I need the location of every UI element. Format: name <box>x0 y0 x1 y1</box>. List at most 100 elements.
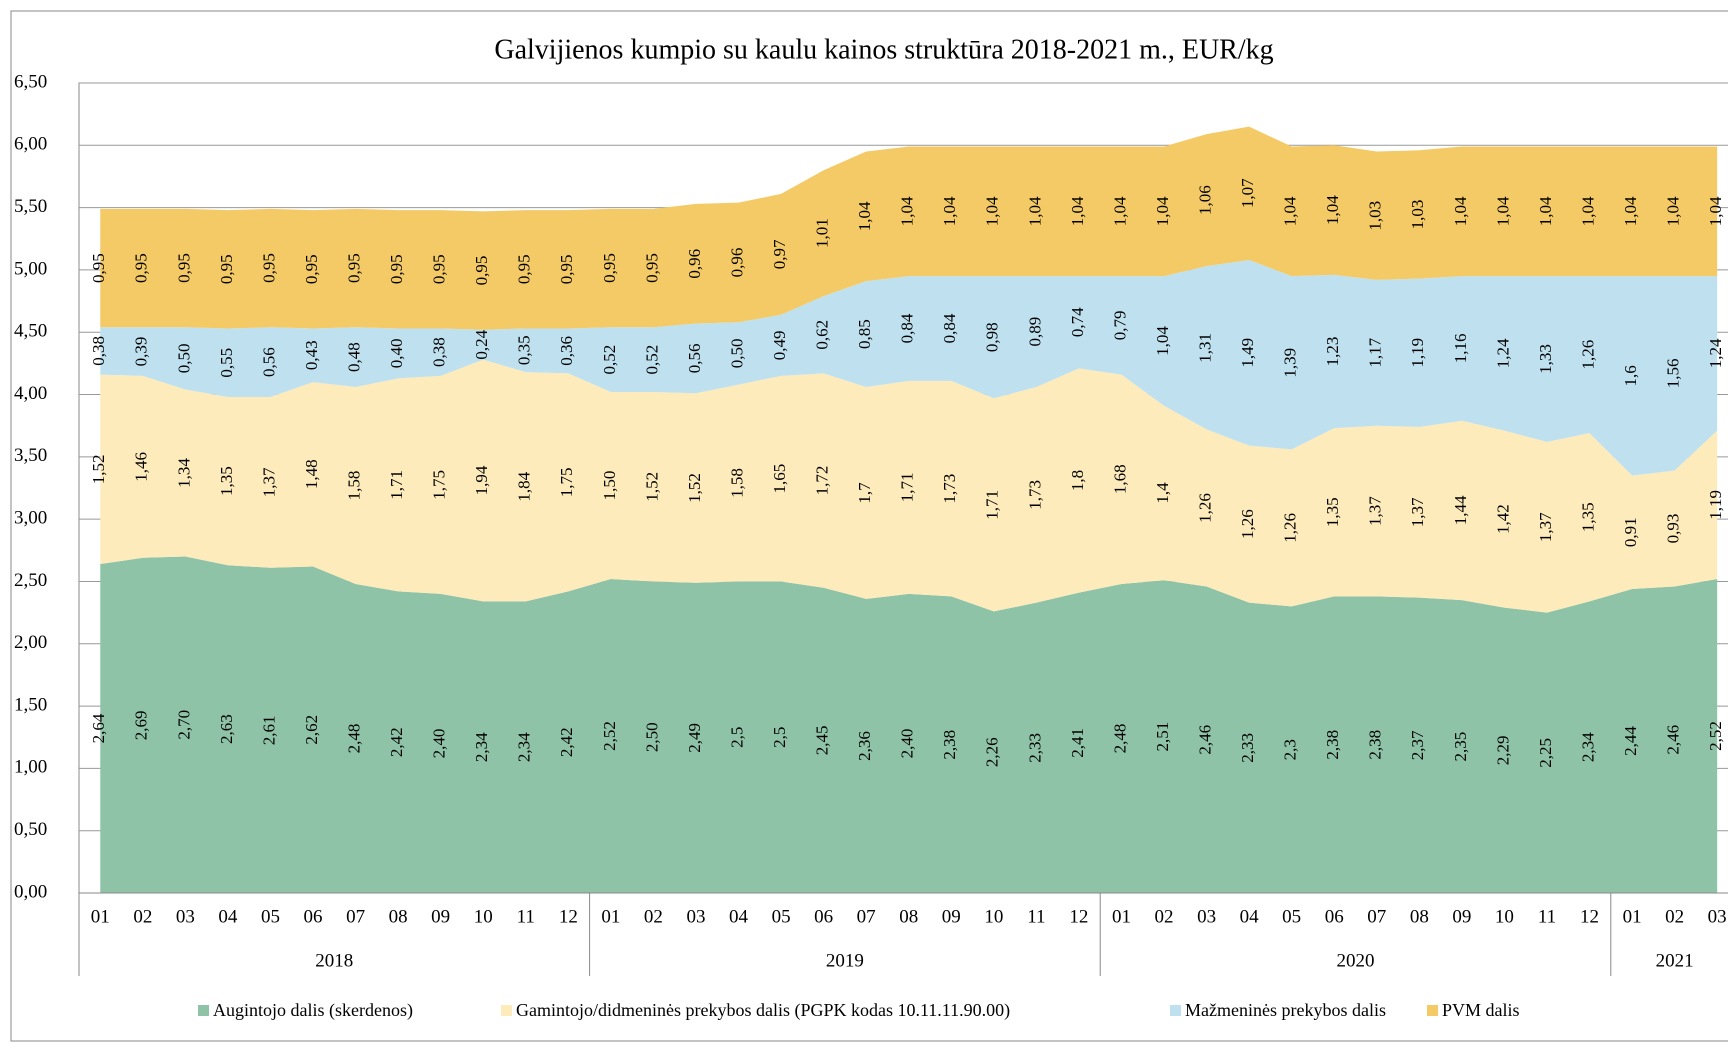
value-label: 1,04 <box>1025 196 1044 226</box>
x-tick-label: 03 <box>686 906 705 927</box>
value-label: 0,97 <box>770 239 789 269</box>
value-label: 0,79 <box>1110 311 1129 341</box>
value-label: 1,35 <box>1323 497 1342 527</box>
value-label: 1,04 <box>1153 196 1172 226</box>
value-label: 0,35 <box>515 335 534 365</box>
value-label: 2,33 <box>1025 733 1044 763</box>
value-label: 0,95 <box>302 254 321 284</box>
value-label: 1,26 <box>1195 493 1214 523</box>
value-label: 1,35 <box>1578 502 1597 532</box>
x-tick-label: 06 <box>304 906 323 927</box>
value-label: 2,63 <box>217 714 236 744</box>
x-tick-label: 01 <box>1112 906 1131 927</box>
value-label: 2,64 <box>89 713 108 743</box>
value-label: 1,04 <box>1451 196 1470 226</box>
x-tick-label: 10 <box>984 906 1003 927</box>
value-label: 0,95 <box>515 254 534 284</box>
value-label: 1,71 <box>898 473 917 503</box>
y-tick-label: 5,00 <box>14 258 47 279</box>
legend-label: Gamintojo/didmeninės prekybos dalis (PGP… <box>516 1000 1010 1021</box>
value-label: 1,73 <box>940 474 959 504</box>
value-label: 1,73 <box>1025 480 1044 510</box>
value-label: 0,38 <box>89 336 108 366</box>
value-label: 1,56 <box>1664 358 1683 388</box>
value-label: 1,49 <box>1238 338 1257 368</box>
value-label: 0,95 <box>600 253 619 283</box>
x-tick-label: 07 <box>346 906 365 927</box>
legend-swatch <box>1170 1005 1181 1016</box>
x-tick-label: 12 <box>559 906 578 927</box>
value-label: 2,34 <box>515 732 534 762</box>
value-label: 1,04 <box>1621 196 1640 226</box>
y-tick-label: 3,50 <box>14 445 47 466</box>
value-label: 0,95 <box>472 256 491 286</box>
value-label: 2,25 <box>1536 738 1555 768</box>
value-label: 1,52 <box>89 454 108 484</box>
value-label: 0,24 <box>472 329 491 359</box>
value-label: 1,71 <box>983 490 1002 520</box>
value-label: 1,16 <box>1451 334 1470 364</box>
value-label: 0,50 <box>174 344 193 374</box>
x-tick-label: 01 <box>1623 906 1642 927</box>
value-label: 1,58 <box>727 468 746 498</box>
x-tick-label: 05 <box>1282 906 1301 927</box>
value-label: 2,69 <box>132 711 151 741</box>
value-label: 0,95 <box>642 253 661 283</box>
value-label: 1,04 <box>1706 196 1725 226</box>
x-tick-label: 11 <box>1027 906 1045 927</box>
value-label: 1,7 <box>855 482 874 504</box>
value-label: 2,45 <box>813 725 832 755</box>
value-label: 0,95 <box>557 254 576 284</box>
value-label: 0,74 <box>1068 307 1087 337</box>
value-label: 2,49 <box>685 723 704 753</box>
value-label: 1,44 <box>1451 495 1470 525</box>
area <box>100 126 1718 330</box>
x-tick-label: 07 <box>857 906 876 927</box>
y-tick-label: 3,00 <box>14 508 47 529</box>
legend-label: Augintojo dalis (skerdenos) <box>213 1000 413 1021</box>
value-label: 2,46 <box>1195 725 1214 755</box>
value-label: 1,04 <box>1536 196 1555 226</box>
value-label: 2,38 <box>1323 730 1342 760</box>
x-tick-label: 04 <box>218 906 238 927</box>
value-label: 1,04 <box>1153 326 1172 356</box>
x-tick-label: 03 <box>176 906 195 927</box>
value-label: 1,03 <box>1366 201 1385 231</box>
value-label: 1,04 <box>855 201 874 231</box>
value-label: 1,37 <box>1536 512 1555 542</box>
value-label: 2,37 <box>1408 730 1427 760</box>
value-label: 1,39 <box>1281 348 1300 378</box>
x-tick-label: 02 <box>133 906 152 927</box>
value-label: 0,96 <box>727 248 746 278</box>
value-label: 1,8 <box>1068 470 1087 491</box>
value-label: 1,04 <box>898 196 917 226</box>
value-label: 0,52 <box>600 345 619 375</box>
x-tick-label: 09 <box>1452 906 1471 927</box>
value-label: 1,04 <box>1110 196 1129 226</box>
value-label: 1,6 <box>1621 365 1640 386</box>
x-tick-label: 02 <box>644 906 663 927</box>
value-label: 1,35 <box>217 466 236 496</box>
x-tick-label: 01 <box>601 906 620 927</box>
value-label: 1,06 <box>1195 185 1214 215</box>
value-label: 0,95 <box>132 253 151 283</box>
x-tick-label: 05 <box>772 906 791 927</box>
y-tick-label: 5,50 <box>14 196 47 217</box>
value-label: 1,52 <box>642 472 661 502</box>
value-label: 1,46 <box>132 452 151 482</box>
legend-swatch <box>198 1005 209 1016</box>
value-label: 1,37 <box>1366 496 1385 526</box>
x-tick-label: 09 <box>431 906 450 927</box>
value-label: 0,55 <box>217 348 236 378</box>
chart-title: Galvijienos kumpio su kaulu kainos struk… <box>494 34 1273 65</box>
area <box>100 359 1718 613</box>
value-label: 0,95 <box>430 254 449 284</box>
value-label: 0,40 <box>387 339 406 369</box>
value-label: 0,52 <box>642 345 661 375</box>
value-label: 0,85 <box>855 319 874 349</box>
value-label: 2,48 <box>344 724 363 754</box>
area <box>100 259 1718 476</box>
value-label: 1,68 <box>1110 464 1129 494</box>
value-label: 1,04 <box>940 196 959 226</box>
